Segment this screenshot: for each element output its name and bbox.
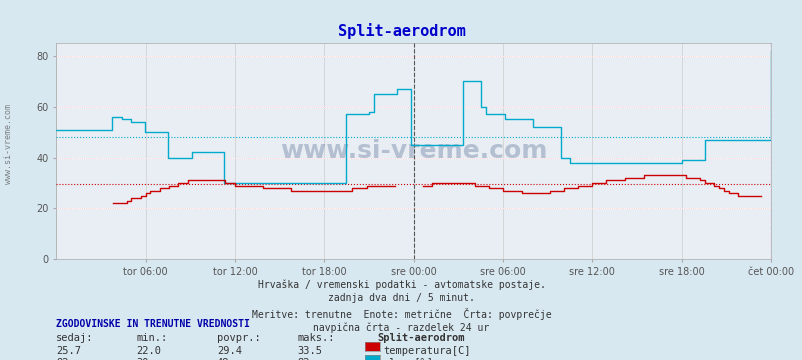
Text: ZGODOVINSKE IN TRENUTNE VREDNOSTI: ZGODOVINSKE IN TRENUTNE VREDNOSTI <box>56 319 249 329</box>
Text: zadnja dva dni / 5 minut.: zadnja dva dni / 5 minut. <box>328 293 474 303</box>
Text: 82: 82 <box>297 358 310 360</box>
Text: navpična črta - razdelek 24 ur: navpična črta - razdelek 24 ur <box>313 322 489 333</box>
Text: min.:: min.: <box>136 333 168 343</box>
Text: vlaga[%]: vlaga[%] <box>383 358 433 360</box>
Text: Split-aerodrom: Split-aerodrom <box>337 23 465 39</box>
Text: www.si-vreme.com: www.si-vreme.com <box>279 139 547 163</box>
Text: Hrvaška / vremenski podatki - avtomatske postaje.: Hrvaška / vremenski podatki - avtomatske… <box>257 279 545 289</box>
Text: sedaj:: sedaj: <box>56 333 94 343</box>
Text: maks.:: maks.: <box>297 333 334 343</box>
Text: 82: 82 <box>56 358 69 360</box>
Text: www.si-vreme.com: www.si-vreme.com <box>3 104 13 184</box>
Text: 22.0: 22.0 <box>136 346 161 356</box>
Text: 29.4: 29.4 <box>217 346 241 356</box>
Text: povpr.:: povpr.: <box>217 333 260 343</box>
Text: temperatura[C]: temperatura[C] <box>383 346 471 356</box>
Text: 30: 30 <box>136 358 149 360</box>
Text: 48: 48 <box>217 358 229 360</box>
Text: 33.5: 33.5 <box>297 346 322 356</box>
Text: 25.7: 25.7 <box>56 346 81 356</box>
Text: Meritve: trenutne  Enote: metrične  Črta: povprečje: Meritve: trenutne Enote: metrične Črta: … <box>251 308 551 320</box>
Text: Split-aerodrom: Split-aerodrom <box>377 333 464 343</box>
